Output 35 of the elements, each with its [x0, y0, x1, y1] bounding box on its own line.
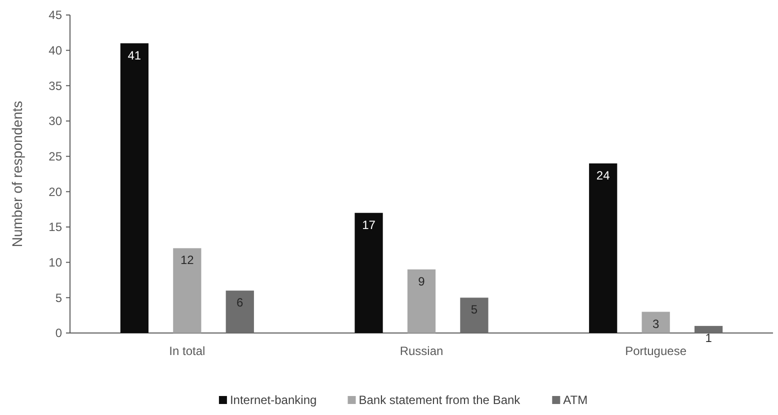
- y-axis-title: Number of respondents: [9, 100, 25, 248]
- legend-label: Internet-banking: [230, 393, 317, 407]
- data-label: 1: [705, 330, 712, 345]
- x-tick-label: In total: [169, 344, 206, 358]
- bar: [589, 163, 618, 333]
- y-tick-label: 15: [48, 220, 62, 234]
- x-tick-label: Russian: [400, 344, 444, 358]
- bar: [226, 290, 254, 333]
- legend-label: Bank statement from the Bank: [358, 393, 522, 407]
- data-label: 17: [362, 218, 376, 232]
- y-tick-label: 10: [48, 256, 62, 270]
- y-tick-label: 20: [48, 184, 62, 199]
- y-tick-label: 5: [55, 290, 62, 305]
- bar: [120, 43, 148, 333]
- bar: [642, 312, 670, 333]
- y-tick-label: 25: [48, 150, 62, 164]
- data-label: 24: [596, 168, 610, 182]
- data-label: 12: [180, 253, 194, 268]
- data-label: 41: [128, 48, 142, 62]
- x-tick-label: Portuguese: [625, 344, 687, 358]
- y-tick-label: 45: [48, 8, 62, 22]
- data-label: 6: [236, 296, 244, 310]
- y-tick-label: 40: [48, 44, 62, 58]
- data-label: 9: [418, 274, 426, 288]
- bar: [694, 326, 723, 333]
- bar: [354, 212, 383, 333]
- y-tick-label: 0: [55, 326, 62, 340]
- y-tick-label: 35: [48, 78, 62, 93]
- data-label: 3: [652, 316, 660, 331]
- bar: [173, 248, 202, 333]
- bar: [407, 269, 436, 333]
- data-label: 5: [470, 302, 478, 317]
- bar: [460, 298, 488, 333]
- legend-label: ATM: [563, 393, 588, 407]
- y-tick-label: 30: [48, 114, 62, 128]
